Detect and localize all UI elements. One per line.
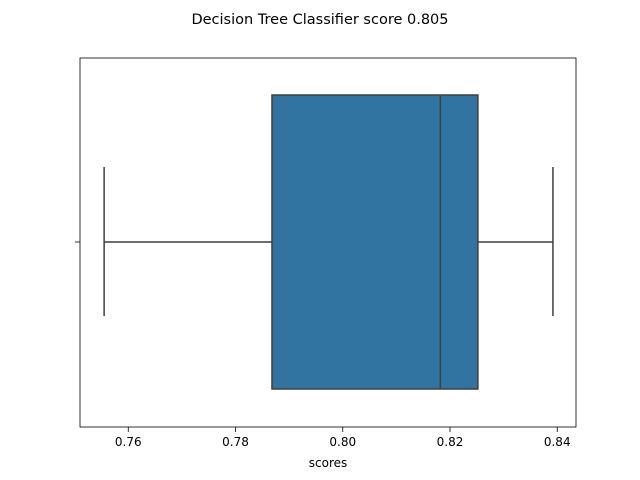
plot-area	[79, 57, 577, 428]
x-tick-label: 0.84	[544, 435, 571, 449]
x-tick-label: 0.78	[222, 435, 249, 449]
x-tick-label: 0.80	[329, 435, 356, 449]
x-tick-label: 0.76	[115, 435, 142, 449]
chart-title: Decision Tree Classifier score 0.805	[191, 12, 448, 28]
box-iqr	[271, 94, 479, 390]
x-tick-label: 0.82	[437, 435, 464, 449]
axes-frame	[79, 57, 577, 428]
x-axis-ticks: 0.76 0.78 0.80 0.82 0.84	[115, 427, 571, 449]
x-axis-label: scores	[309, 456, 348, 470]
